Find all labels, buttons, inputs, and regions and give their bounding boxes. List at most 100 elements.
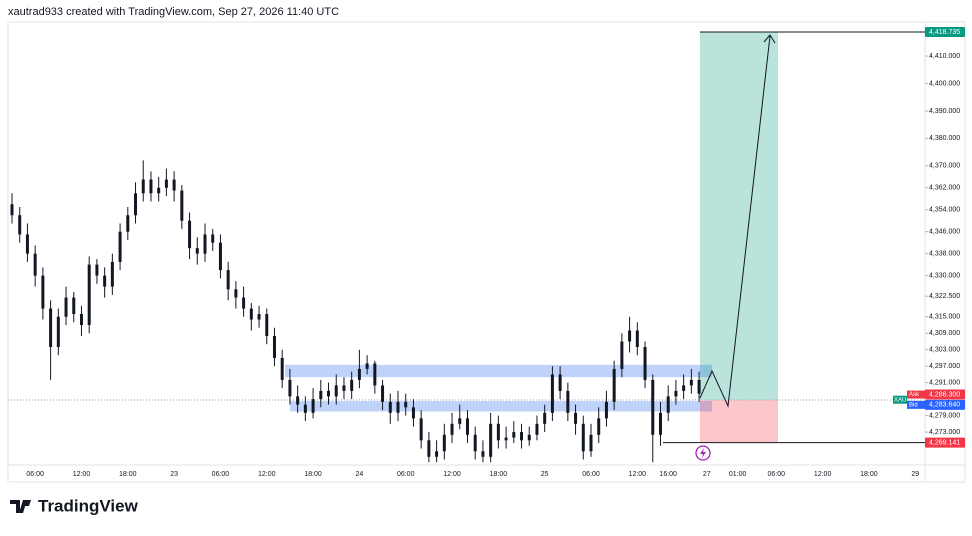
y-tick-label: 4,291.000 bbox=[929, 380, 960, 387]
chart-frame bbox=[7, 21, 966, 483]
candle-body bbox=[95, 264, 99, 276]
candle-body bbox=[234, 289, 238, 298]
candle-body bbox=[280, 357, 284, 380]
x-tick-label: 12:00 bbox=[814, 471, 832, 478]
brand-logo: TradingView bbox=[10, 496, 139, 515]
candle-body bbox=[327, 390, 331, 397]
candle-body bbox=[365, 363, 369, 369]
candle-body bbox=[272, 335, 276, 358]
candle-body bbox=[689, 379, 693, 386]
candle-body bbox=[288, 379, 292, 397]
chart-title: xautrad933 created with TradingView.com,… bbox=[8, 6, 339, 18]
candle-body bbox=[435, 451, 439, 457]
candle-body bbox=[697, 379, 701, 394]
candle-body bbox=[427, 440, 431, 457]
candle-body bbox=[535, 423, 539, 435]
projection-arrow bbox=[699, 34, 776, 408]
x-tick-label: 06:00 bbox=[768, 471, 786, 478]
candle-body bbox=[103, 275, 107, 287]
symbol-tag: XAU bbox=[894, 397, 906, 403]
x-tick-label: 12:00 bbox=[73, 471, 91, 478]
candle-body bbox=[180, 190, 184, 221]
profit-zone bbox=[700, 32, 778, 400]
candle-body bbox=[211, 234, 215, 243]
target-price-label-bg bbox=[925, 27, 965, 38]
x-tick-label: 12:00 bbox=[629, 471, 647, 478]
ask-tag-bg bbox=[907, 390, 925, 399]
x-tick-label: 29 bbox=[911, 471, 919, 478]
symbol-tag-bg bbox=[893, 395, 907, 404]
candle-body bbox=[465, 418, 469, 435]
x-tick-label: 06:00 bbox=[26, 471, 44, 478]
y-tick-label: 4,279.000 bbox=[929, 412, 960, 419]
y-tick-label: 4,315.000 bbox=[929, 314, 960, 321]
candle-body bbox=[381, 385, 385, 402]
candle-body bbox=[527, 434, 531, 441]
x-tick-label: 24 bbox=[356, 471, 364, 478]
candle-body bbox=[543, 412, 547, 424]
candle-body bbox=[373, 363, 377, 386]
x-tick-label: 18:00 bbox=[304, 471, 322, 478]
candle-body bbox=[442, 434, 446, 452]
bid-price-label-bg bbox=[925, 399, 965, 410]
candle-body bbox=[157, 187, 161, 194]
candle-body bbox=[41, 275, 45, 309]
candle-body bbox=[242, 297, 246, 309]
candle-body bbox=[87, 264, 91, 326]
candle-body bbox=[396, 401, 400, 413]
candle-body bbox=[504, 437, 508, 441]
candle-body bbox=[682, 385, 686, 391]
candle-body bbox=[589, 434, 593, 452]
candle-body bbox=[226, 270, 230, 290]
candle-body bbox=[149, 179, 153, 194]
candle-body bbox=[612, 368, 616, 402]
x-tick-label: 06:00 bbox=[582, 471, 600, 478]
candle-body bbox=[134, 193, 138, 216]
candle-body bbox=[388, 401, 392, 413]
candle-body bbox=[489, 423, 493, 457]
candle-body bbox=[450, 423, 454, 435]
candle-body bbox=[25, 234, 29, 254]
stop-price-label-bg bbox=[925, 437, 965, 448]
candle-body bbox=[126, 215, 130, 232]
x-tick-label: 16:00 bbox=[659, 471, 677, 478]
candle-body bbox=[311, 399, 315, 413]
x-tick-label: 27 bbox=[703, 471, 711, 478]
candle-body bbox=[350, 379, 354, 391]
candle-body bbox=[520, 432, 524, 441]
bid-price-label: 4,283.640 bbox=[929, 402, 960, 409]
candle-body bbox=[265, 314, 269, 336]
candle-body bbox=[604, 401, 608, 419]
x-tick-label: 12:00 bbox=[258, 471, 276, 478]
x-tick-label: 18:00 bbox=[490, 471, 508, 478]
y-tick-label: 4,338.000 bbox=[929, 250, 960, 257]
candle-body bbox=[558, 374, 562, 391]
y-tick-label: 4,390.000 bbox=[929, 108, 960, 115]
candle-body bbox=[574, 412, 578, 424]
candle-body bbox=[658, 412, 662, 435]
candle-body bbox=[172, 179, 176, 191]
event-icon-bolt bbox=[700, 448, 706, 458]
candle-body bbox=[620, 341, 624, 369]
y-tick-label: 4,297.000 bbox=[929, 363, 960, 370]
candle-body bbox=[296, 396, 300, 405]
stop-price-label: 4,269.141 bbox=[929, 439, 960, 446]
candle-body bbox=[473, 434, 477, 452]
candle-body bbox=[257, 314, 261, 320]
loss-zone bbox=[700, 399, 778, 443]
candle-body bbox=[218, 242, 222, 271]
bid-tag-bg bbox=[907, 400, 925, 409]
candle-body bbox=[674, 390, 678, 397]
candle-body bbox=[164, 179, 168, 188]
candle-body bbox=[188, 220, 192, 249]
candle-body bbox=[141, 179, 145, 194]
brand-name: TradingView bbox=[38, 496, 139, 515]
axes: 4,410.000 4,400.000 4,390.000 4,380.000 4,37… bbox=[26, 27, 965, 478]
candle-body bbox=[411, 407, 415, 419]
candle-body bbox=[249, 308, 253, 320]
candle-body bbox=[496, 423, 500, 441]
candle-body bbox=[342, 385, 346, 391]
candle-body bbox=[64, 297, 68, 317]
